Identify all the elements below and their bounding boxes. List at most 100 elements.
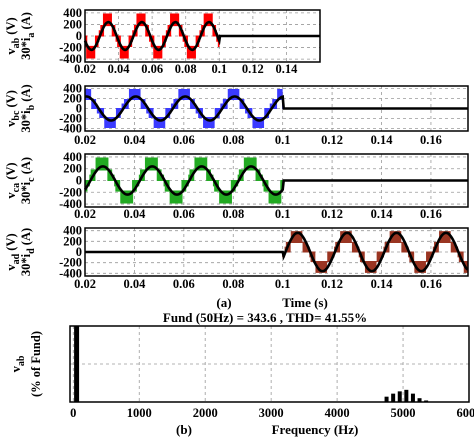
y-label-sub: ad — [11, 253, 22, 264]
y-tick-label: 0 — [76, 29, 82, 43]
y-axis-label: vab — [9, 355, 27, 372]
x-tick-label: 5000 — [391, 406, 416, 420]
y-label-i: 30*i — [19, 37, 33, 60]
y-tick-label: -200 — [59, 185, 82, 199]
axes-frame — [69, 325, 470, 403]
y-tick-label: 0 — [76, 102, 82, 116]
axes-frame — [84, 227, 469, 277]
current-trace-vbc — [84, 94, 468, 122]
current-trace-vad — [85, 231, 469, 273]
spectrum-title: Fund (50Hz) = 343.6 , THD= 41.55% — [163, 310, 367, 325]
x-tick-label: 0.14 — [371, 277, 394, 291]
axes-frame — [84, 153, 469, 208]
y-axis-label-voltage: vad (V) — [4, 233, 22, 270]
y-tick-label: 200 — [63, 92, 82, 106]
x-tick-label: 0.04 — [123, 133, 146, 147]
x-tick-label: 3000 — [259, 406, 284, 420]
y-label-v: v — [4, 264, 18, 271]
x-tick-label: 0.16 — [420, 277, 442, 291]
x-tick-label: 0.14 — [371, 207, 394, 221]
x-tick-label: 0.14 — [275, 62, 298, 76]
y-tick-label: 200 — [63, 162, 82, 176]
x-tick-label: 0.1 — [275, 207, 291, 221]
y-axis-label-voltage: vca (V) — [4, 162, 22, 198]
y-axis-label-current: 30*ic (A) — [19, 157, 37, 204]
y-label-unit: (V) — [4, 162, 18, 182]
y-tick-label: 400 — [63, 6, 82, 20]
y-label-sub: ca — [11, 183, 22, 192]
y-label-v: v — [9, 365, 23, 372]
y-tick-label: 200 — [63, 17, 82, 31]
y-tick-label: 0 — [76, 174, 82, 188]
y-label-i: 30*i — [19, 110, 33, 133]
x-tick-label: 0.02 — [74, 207, 96, 221]
y-label-sub: a — [26, 33, 37, 38]
x-tick-label: 0.06 — [141, 62, 163, 76]
x-tick-label: 0.12 — [321, 277, 343, 291]
x-tick-label: 0.1 — [275, 277, 291, 291]
y-label-i: 30*i — [19, 181, 33, 204]
y-tick-label: -400 — [59, 266, 82, 280]
x-tick-label: 0.08 — [222, 133, 244, 147]
spectrum-bar — [391, 393, 396, 402]
y-tick-label: -200 — [59, 41, 82, 55]
panel-label-a: (a) — [216, 295, 231, 310]
y-label-v: v — [4, 48, 18, 55]
x-tick-label: 6000 — [457, 406, 474, 420]
x-tick-label: 0.04 — [108, 62, 131, 76]
y-label-unit: (V) — [4, 233, 18, 253]
y-label-sub: d — [26, 248, 37, 254]
y-label-unit: (A) — [19, 84, 33, 104]
y-tick-label: -400 — [59, 52, 82, 66]
y-axis-label-voltage: vab (V) — [4, 17, 22, 54]
y-label-unit: (V) — [4, 90, 18, 110]
x-tick-label: 4000 — [325, 406, 350, 420]
x-tick-label: 0.1 — [211, 62, 227, 76]
axes-frame — [84, 9, 321, 63]
y-tick-label: -200 — [59, 256, 82, 270]
y-label-sub: ab — [11, 37, 22, 48]
x-tick-label: 0.04 — [123, 277, 146, 291]
spectrum-bar — [404, 389, 409, 402]
x-tick-label: 0.06 — [173, 207, 195, 221]
y-axis-label-current: 30*ib (A) — [19, 84, 37, 132]
current-trace-vab — [83, 20, 320, 52]
y-axis-label-current: 30*ia (A) — [19, 12, 37, 60]
y-tick-label: 200 — [63, 234, 82, 248]
x-tick-label: 0.14 — [371, 133, 394, 147]
y-label-sub: bc — [11, 110, 22, 121]
y-tick-label: 0 — [76, 245, 82, 259]
x-tick-label: 0.06 — [173, 133, 195, 147]
x-tick-label: 0.08 — [175, 62, 197, 76]
y-label-sub: b — [26, 104, 37, 110]
x-tick-label: 0.06 — [173, 277, 195, 291]
current-trace-vca — [83, 165, 468, 196]
spectrum-bar — [424, 400, 429, 402]
x-tick-label: 1000 — [127, 406, 152, 420]
y-label-i: 30*i — [19, 253, 33, 276]
x-tick-label: 0.16 — [420, 207, 442, 221]
x-tick-label: 0.02 — [74, 62, 96, 76]
y-tick-label: -400 — [59, 122, 82, 136]
y-tick-label: -400 — [59, 197, 82, 211]
x-axis-label: Frequency (Hz) — [272, 422, 359, 437]
panel-label-b: (b) — [176, 422, 192, 437]
y-label-v: v — [4, 120, 18, 127]
x-tick-label: 2000 — [193, 406, 218, 420]
y-axis-label-units: (% of Fund) — [29, 331, 43, 397]
x-tick-label: 0.12 — [242, 62, 264, 76]
x-tick-label: 0.1 — [275, 133, 291, 147]
x-tick-label: 0.08 — [222, 277, 244, 291]
axes-frame — [84, 85, 469, 132]
y-label-sub: c — [26, 177, 37, 182]
x-tick-label: 0.04 — [123, 207, 146, 221]
y-label-unit: (A) — [19, 12, 33, 32]
x-tick-label: 0.12 — [321, 207, 343, 221]
y-tick-label: 400 — [63, 224, 82, 238]
y-label-unit: (A) — [19, 157, 33, 177]
x-tick-label: 0.02 — [74, 277, 96, 291]
spectrum-bar — [384, 396, 389, 402]
